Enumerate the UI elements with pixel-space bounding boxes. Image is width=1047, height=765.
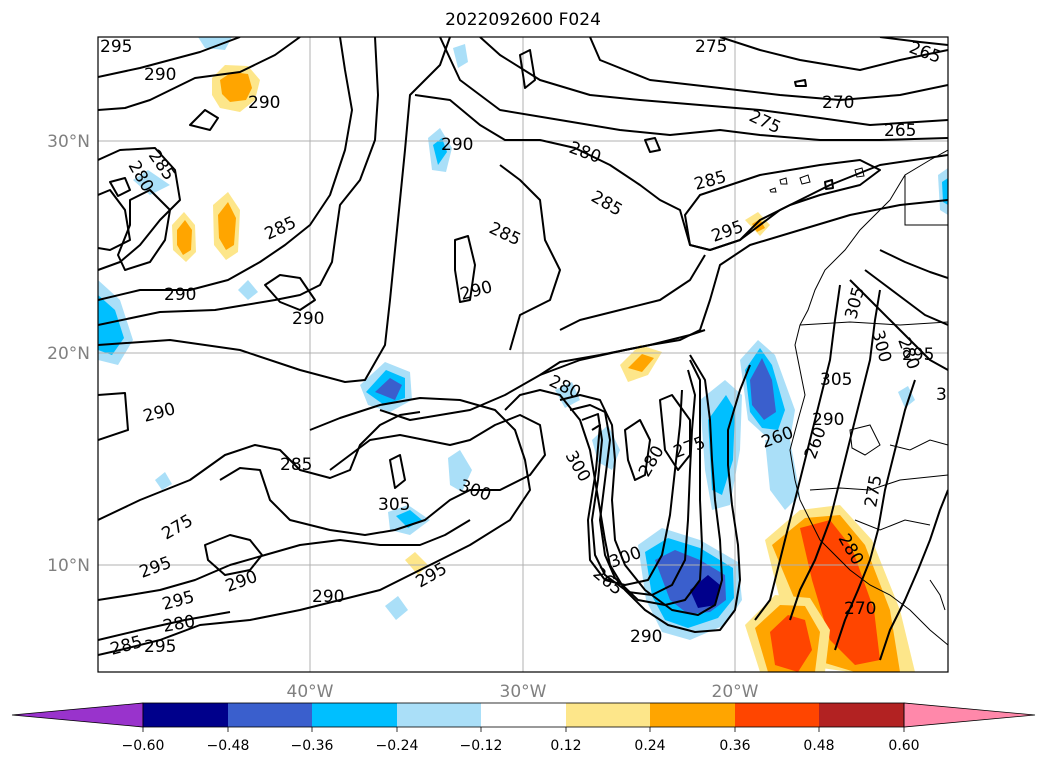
contour-label: 290 (248, 93, 280, 113)
neg-patch-mid (433, 138, 447, 165)
colorbar-ticks (142, 727, 905, 732)
contour-label: 295 (100, 37, 132, 57)
lat-tick-label: 10°N (47, 556, 90, 576)
contour-label: 290 (630, 627, 662, 647)
colorbar-tick-label: 0.24 (634, 738, 665, 754)
neg-patch-light (555, 382, 580, 408)
contour-label: 275 (695, 37, 727, 57)
pos-patch-red (770, 615, 812, 672)
lon-tick-labels: 40°W 30°W 20°W (287, 682, 759, 702)
neg-patch-light (238, 280, 258, 300)
contour-label: 305 (820, 370, 852, 390)
neg-patch-light (453, 44, 468, 68)
colorbar-segment (397, 703, 481, 727)
colorbar-tick-label: 0.60 (888, 738, 919, 754)
contour-label: 290 (312, 587, 344, 607)
contour-label: 285 (280, 455, 312, 475)
colorbar-segment (566, 703, 650, 727)
gridlines (98, 37, 948, 672)
coastlines (769, 149, 948, 646)
contour-label: 290 (164, 285, 196, 305)
map-frame (97, 36, 949, 673)
contour-label: 290 (441, 135, 473, 155)
colorbar-tick-label: −0.48 (207, 738, 250, 754)
contour-label: 290 (144, 65, 176, 85)
colorbar-segment (312, 703, 397, 727)
contour-label: 295 (902, 345, 934, 365)
contour-label: 265 (884, 121, 916, 141)
lat-tick-label: 30°N (47, 132, 90, 152)
map-panel: 295 290 290 290 285 280 285 290 290 290 … (98, 37, 968, 672)
contour-label: 300 (936, 385, 968, 405)
pos-patch-orange (220, 72, 252, 102)
colorbar-extend-high (903, 702, 1036, 728)
colorbar-extend-low (11, 702, 144, 728)
contours (98, 37, 948, 661)
colorbar-tick-label: −0.36 (291, 738, 334, 754)
pos-patch-orange (628, 354, 654, 372)
colorbar-segment (228, 703, 312, 727)
neg-patch-mid (942, 178, 948, 205)
colorbar-tick-label: −0.60 (122, 738, 165, 754)
neg-patch-mid (98, 295, 124, 355)
pos-patch-orange (177, 220, 192, 255)
contour-label: 290 (812, 410, 844, 430)
colorbar-segment (819, 703, 904, 727)
contour-label: 295 (144, 637, 176, 657)
colorbar-tick-label: 0.36 (719, 738, 750, 754)
contour-label: 270 (822, 93, 854, 113)
colorbar-segment (143, 703, 228, 727)
colorbar-segment (481, 703, 566, 727)
lon-tick-label: 40°W (287, 682, 334, 702)
colorbar-tick-label: 0.48 (803, 738, 834, 754)
contour-label: 290 (292, 309, 324, 329)
neg-patch-light (198, 37, 232, 50)
colorbar-outline (142, 702, 905, 728)
neg-patch-royal (750, 358, 776, 420)
lat-tick-label: 20°N (47, 344, 90, 364)
contour-labels: 295 290 290 290 285 280 285 290 290 290 … (100, 37, 968, 660)
colorbar: −0.60 −0.48 −0.36 −0.24 −0.12 0.12 0.24 … (11, 702, 1036, 754)
pos-patch-orange (218, 202, 236, 250)
lon-tick-label: 30°W (500, 682, 547, 702)
neg-patch-light (385, 596, 408, 620)
neg-patch-light (133, 170, 170, 195)
colorbar-tick-label: 0.12 (550, 738, 581, 754)
neg-patch-light (155, 472, 172, 490)
contour-label: 270 (844, 599, 876, 619)
neg-patch-navy (690, 575, 720, 608)
colorbar-tick-label: −0.12 (460, 738, 503, 754)
lat-tick-labels: 30°N 20°N 10°N (47, 132, 90, 576)
contour-label: 305 (378, 495, 410, 515)
neg-patch-light (448, 450, 472, 492)
lon-tick-label: 20°W (712, 682, 759, 702)
colorbar-segment (650, 703, 735, 727)
neg-patch-royal (375, 378, 402, 400)
pos-patch-red (800, 520, 880, 665)
figure-title: 2022092600 F024 (445, 10, 601, 30)
colorbar-segment (735, 703, 819, 727)
colorbar-tick-label: −0.24 (376, 738, 419, 754)
